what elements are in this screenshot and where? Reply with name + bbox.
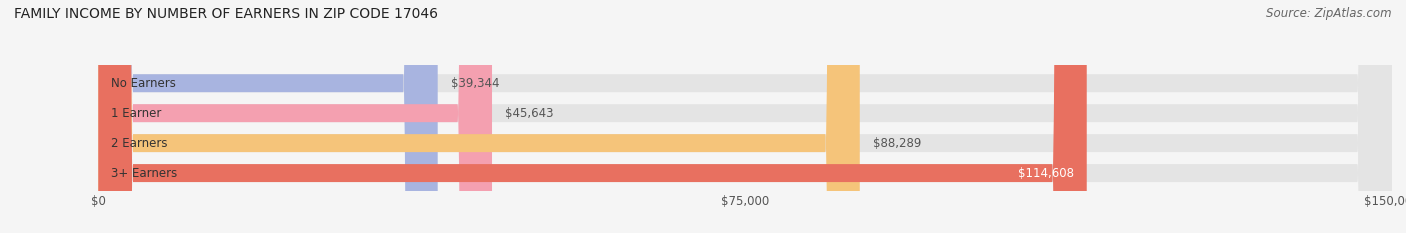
FancyBboxPatch shape <box>98 0 437 233</box>
Text: Source: ZipAtlas.com: Source: ZipAtlas.com <box>1267 7 1392 20</box>
Text: $114,608: $114,608 <box>1018 167 1074 180</box>
Text: FAMILY INCOME BY NUMBER OF EARNERS IN ZIP CODE 17046: FAMILY INCOME BY NUMBER OF EARNERS IN ZI… <box>14 7 439 21</box>
FancyBboxPatch shape <box>98 0 1392 233</box>
Text: 2 Earners: 2 Earners <box>111 137 167 150</box>
FancyBboxPatch shape <box>98 0 1087 233</box>
Text: No Earners: No Earners <box>111 77 176 90</box>
Text: $88,289: $88,289 <box>873 137 921 150</box>
Text: $39,344: $39,344 <box>451 77 499 90</box>
Text: $45,643: $45,643 <box>505 107 554 120</box>
Text: 3+ Earners: 3+ Earners <box>111 167 177 180</box>
FancyBboxPatch shape <box>98 0 860 233</box>
Text: 1 Earner: 1 Earner <box>111 107 162 120</box>
FancyBboxPatch shape <box>98 0 1392 233</box>
FancyBboxPatch shape <box>98 0 1392 233</box>
FancyBboxPatch shape <box>98 0 492 233</box>
FancyBboxPatch shape <box>98 0 1392 233</box>
